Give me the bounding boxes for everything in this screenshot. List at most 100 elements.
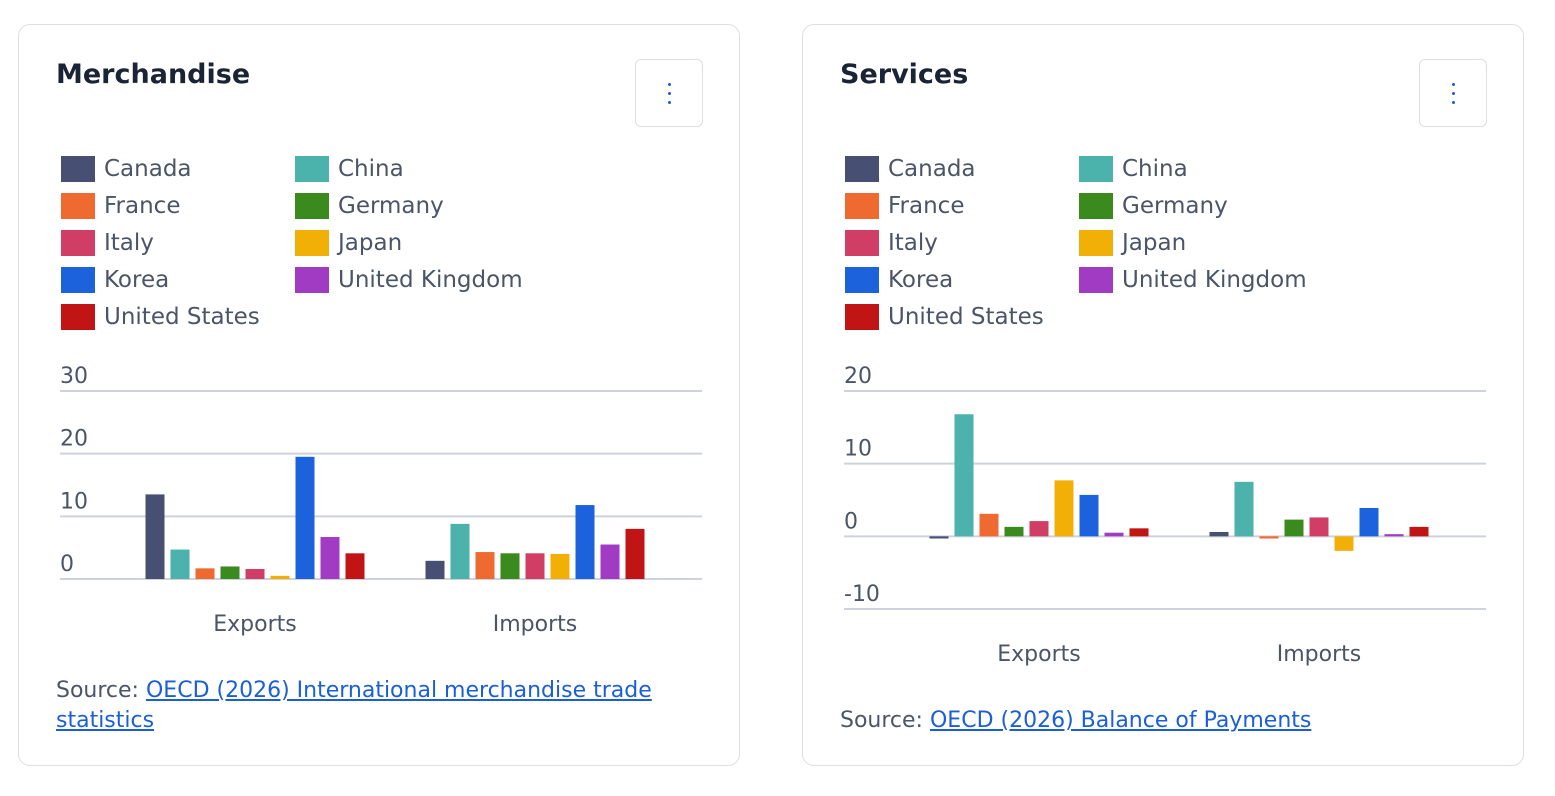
- x-category-label: Exports: [213, 612, 296, 637]
- source-link[interactable]: OECD (2026) Balance of Payments: [929, 708, 1312, 733]
- chart-menu-button[interactable]: [635, 59, 703, 127]
- legend-label: Korea: [104, 267, 170, 293]
- legend-swatch: [845, 230, 879, 256]
- legend-swatch: [845, 156, 879, 182]
- bar[interactable]: [270, 575, 290, 579]
- bar[interactable]: [575, 505, 595, 579]
- legend-item[interactable]: Germany: [1079, 192, 1313, 220]
- bar[interactable]: [1284, 519, 1304, 537]
- legend-item[interactable]: Italy: [845, 229, 1079, 257]
- legend-item[interactable]: Japan: [295, 229, 529, 257]
- bar-chart: -10 0 10 20 Exports Imports: [844, 364, 1486, 667]
- source-note: Source: OECD (2026) Balance of Payments: [840, 706, 1480, 736]
- bar[interactable]: [525, 553, 545, 579]
- legend-item[interactable]: United States: [845, 303, 1079, 331]
- legend-label: China: [1122, 156, 1188, 182]
- legend-item[interactable]: Italy: [61, 229, 295, 257]
- legend-label: Germany: [1122, 193, 1228, 219]
- legend-swatch: [295, 230, 329, 256]
- y-tick-label: 20: [844, 364, 872, 389]
- legend-item[interactable]: France: [845, 192, 1079, 220]
- legend-swatch: [295, 193, 329, 219]
- bar[interactable]: [425, 560, 445, 579]
- legend-label: United States: [104, 304, 260, 330]
- legend-swatch: [295, 267, 329, 293]
- bar[interactable]: [1384, 534, 1404, 537]
- bar[interactable]: [220, 566, 240, 579]
- chart-menu-button[interactable]: [1419, 59, 1487, 127]
- y-tick-label: 10: [844, 437, 872, 462]
- legend-swatch: [61, 193, 95, 219]
- bar[interactable]: [345, 553, 365, 579]
- y-tick-label: 0: [844, 509, 858, 534]
- legend-label: Japan: [338, 230, 403, 256]
- legend-swatch: [845, 193, 879, 219]
- x-category-label: Imports: [1277, 642, 1361, 667]
- bar[interactable]: [929, 536, 949, 539]
- x-category-label: Exports: [997, 642, 1080, 667]
- source-prefix: Source:: [840, 708, 923, 733]
- legend-item[interactable]: Germany: [295, 192, 529, 220]
- legend-swatch: [1079, 193, 1113, 219]
- bar[interactable]: [1029, 521, 1049, 537]
- legend-item[interactable]: China: [1079, 155, 1313, 183]
- bar[interactable]: [1334, 536, 1354, 551]
- bar[interactable]: [295, 456, 315, 579]
- bar[interactable]: [475, 552, 495, 579]
- legend-label: Canada: [888, 156, 976, 182]
- bar[interactable]: [170, 549, 190, 579]
- bar[interactable]: [245, 568, 265, 579]
- legend-swatch: [1079, 156, 1113, 182]
- legend-label: United Kingdom: [1122, 267, 1307, 293]
- bar[interactable]: [1079, 494, 1099, 537]
- legend-swatch: [845, 304, 879, 330]
- bar[interactable]: [1209, 531, 1229, 537]
- bar[interactable]: [320, 537, 340, 579]
- bar[interactable]: [954, 414, 974, 537]
- bar[interactable]: [979, 513, 999, 537]
- bar[interactable]: [1004, 526, 1024, 537]
- bar[interactable]: [1104, 532, 1124, 537]
- legend-swatch: [61, 156, 95, 182]
- bar[interactable]: [195, 568, 215, 579]
- bar[interactable]: [1409, 526, 1429, 537]
- y-tick-label: 0: [60, 552, 74, 577]
- legend-item[interactable]: Canada: [845, 155, 1079, 183]
- y-tick-label: 30: [60, 364, 88, 389]
- card-title: Services: [840, 59, 969, 90]
- legend-label: Japan: [1122, 230, 1187, 256]
- bar[interactable]: [1129, 528, 1149, 537]
- legend-item[interactable]: Korea: [845, 266, 1079, 294]
- bar[interactable]: [1259, 536, 1279, 539]
- bar[interactable]: [1309, 517, 1329, 537]
- legend-item[interactable]: United States: [61, 303, 295, 331]
- bar[interactable]: [450, 523, 470, 579]
- legend-item[interactable]: Japan: [1079, 229, 1313, 257]
- bar[interactable]: [1234, 481, 1254, 537]
- bar[interactable]: [1359, 507, 1379, 537]
- legend-label: China: [338, 156, 404, 182]
- legend-item[interactable]: United Kingdom: [295, 266, 529, 294]
- legend-item[interactable]: Canada: [61, 155, 295, 183]
- legend-label: United States: [888, 304, 1044, 330]
- legend-item[interactable]: United Kingdom: [1079, 266, 1313, 294]
- source-note: Source: OECD (2026) International mercha…: [56, 676, 696, 736]
- x-category-label: Imports: [493, 612, 577, 637]
- services-card: Services Canada China France Germany Italy Ja…: [802, 24, 1524, 766]
- legend-item[interactable]: Korea: [61, 266, 295, 294]
- bar[interactable]: [550, 553, 570, 579]
- legend-swatch: [1079, 267, 1113, 293]
- legend-swatch: [61, 304, 95, 330]
- bar[interactable]: [145, 494, 165, 579]
- source-link[interactable]: OECD (2026) International merchandise tr…: [56, 678, 652, 733]
- legend-label: France: [104, 193, 181, 219]
- bar[interactable]: [625, 528, 645, 579]
- bar[interactable]: [600, 544, 620, 579]
- legend-item[interactable]: France: [61, 192, 295, 220]
- legend-item[interactable]: China: [295, 155, 529, 183]
- chart-legend: Canada China France Germany Italy Japan Korea U…: [845, 155, 1313, 331]
- bar[interactable]: [1054, 480, 1074, 537]
- legend-label: Italy: [104, 230, 154, 256]
- bar[interactable]: [500, 553, 520, 579]
- legend-swatch: [61, 230, 95, 256]
